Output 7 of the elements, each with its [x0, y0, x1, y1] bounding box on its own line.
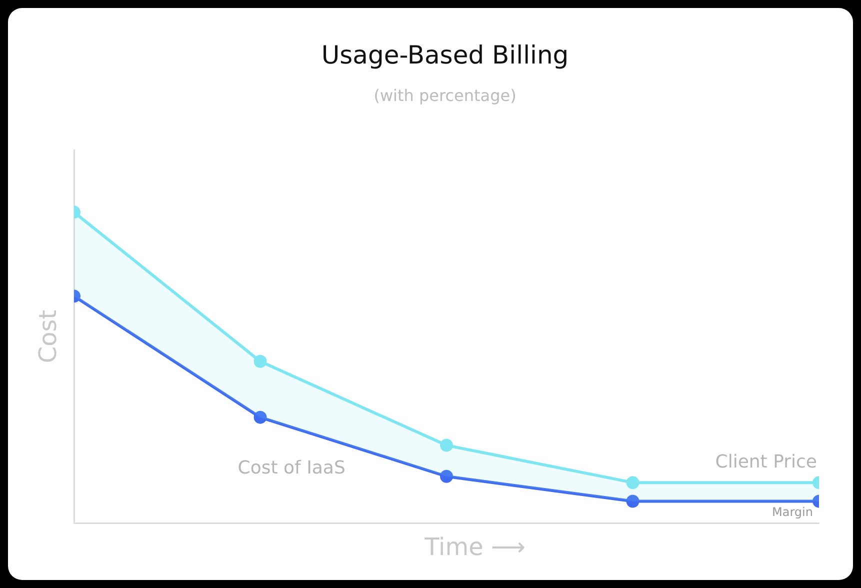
series-label: Cost of IaaS	[238, 458, 346, 479]
point	[440, 470, 453, 483]
chart-title: Usage-Based Billing	[321, 40, 569, 70]
point	[440, 438, 453, 452]
series-label: Client Price	[715, 451, 817, 472]
annotation: Margin	[772, 505, 813, 520]
chart-subtitle: (with percentage)	[374, 86, 516, 106]
